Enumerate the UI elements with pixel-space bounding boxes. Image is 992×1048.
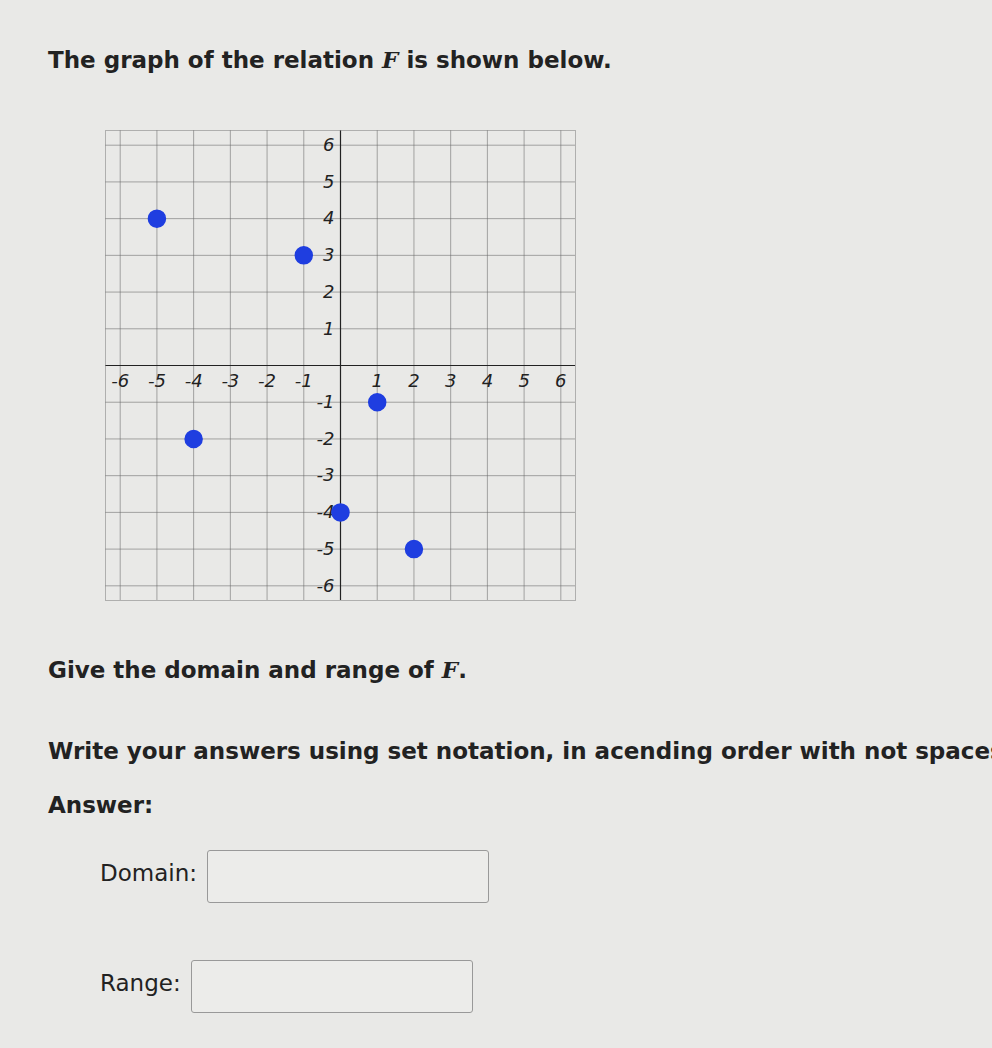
svg-text:-4: -4: [185, 370, 203, 391]
svg-text:-2: -2: [258, 370, 276, 391]
svg-text:-3: -3: [317, 464, 335, 485]
svg-text:5: 5: [518, 370, 529, 391]
svg-text:-5: -5: [317, 538, 335, 559]
svg-text:4: 4: [323, 207, 334, 228]
svg-text:1: 1: [323, 318, 334, 339]
html-text:The graph of the relation F is: The graph of the relation F is shown bel…: [48, 46, 612, 73]
svg-text:4: 4: [482, 370, 493, 391]
svg-text:2: 2: [323, 281, 334, 302]
html-text:Answer:: Answer:: [48, 792, 154, 818]
svg-text:-1: -1: [317, 391, 335, 412]
svg-text:6: 6: [323, 134, 334, 155]
html-text:Range:: Range:: [100, 970, 181, 996]
svg-text:5: 5: [323, 171, 334, 192]
svg-text:-6: -6: [111, 370, 129, 391]
svg-text:-2: -2: [317, 428, 335, 449]
svg-text:-4: -4: [316, 501, 335, 523]
svg-text:3: 3: [323, 244, 334, 265]
svg-text:1: 1: [371, 370, 382, 391]
svg-text:-6: -6: [317, 575, 335, 596]
svg-text:-5: -5: [148, 370, 166, 391]
svg-text:2: 2: [408, 370, 419, 391]
html-text:Give the domain and range of F: Give the domain and range of F.: [48, 656, 467, 683]
html-text:Domain:: Domain:: [100, 860, 197, 886]
svg-text:-3: -3: [221, 370, 239, 391]
svg-text:3: 3: [445, 370, 456, 391]
svg-text:6: 6: [555, 370, 566, 391]
svg-text:-1: -1: [295, 370, 313, 391]
